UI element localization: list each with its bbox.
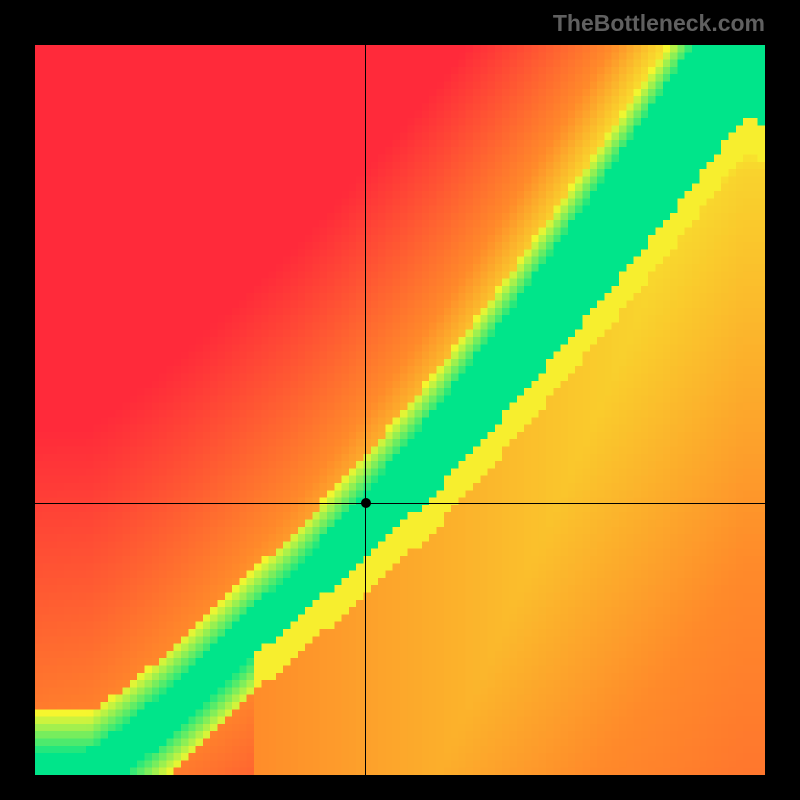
bottleneck-heatmap bbox=[35, 45, 765, 775]
crosshair-vertical bbox=[365, 45, 366, 775]
watermark-text: TheBottleneck.com bbox=[553, 10, 765, 37]
crosshair-horizontal bbox=[35, 503, 765, 504]
